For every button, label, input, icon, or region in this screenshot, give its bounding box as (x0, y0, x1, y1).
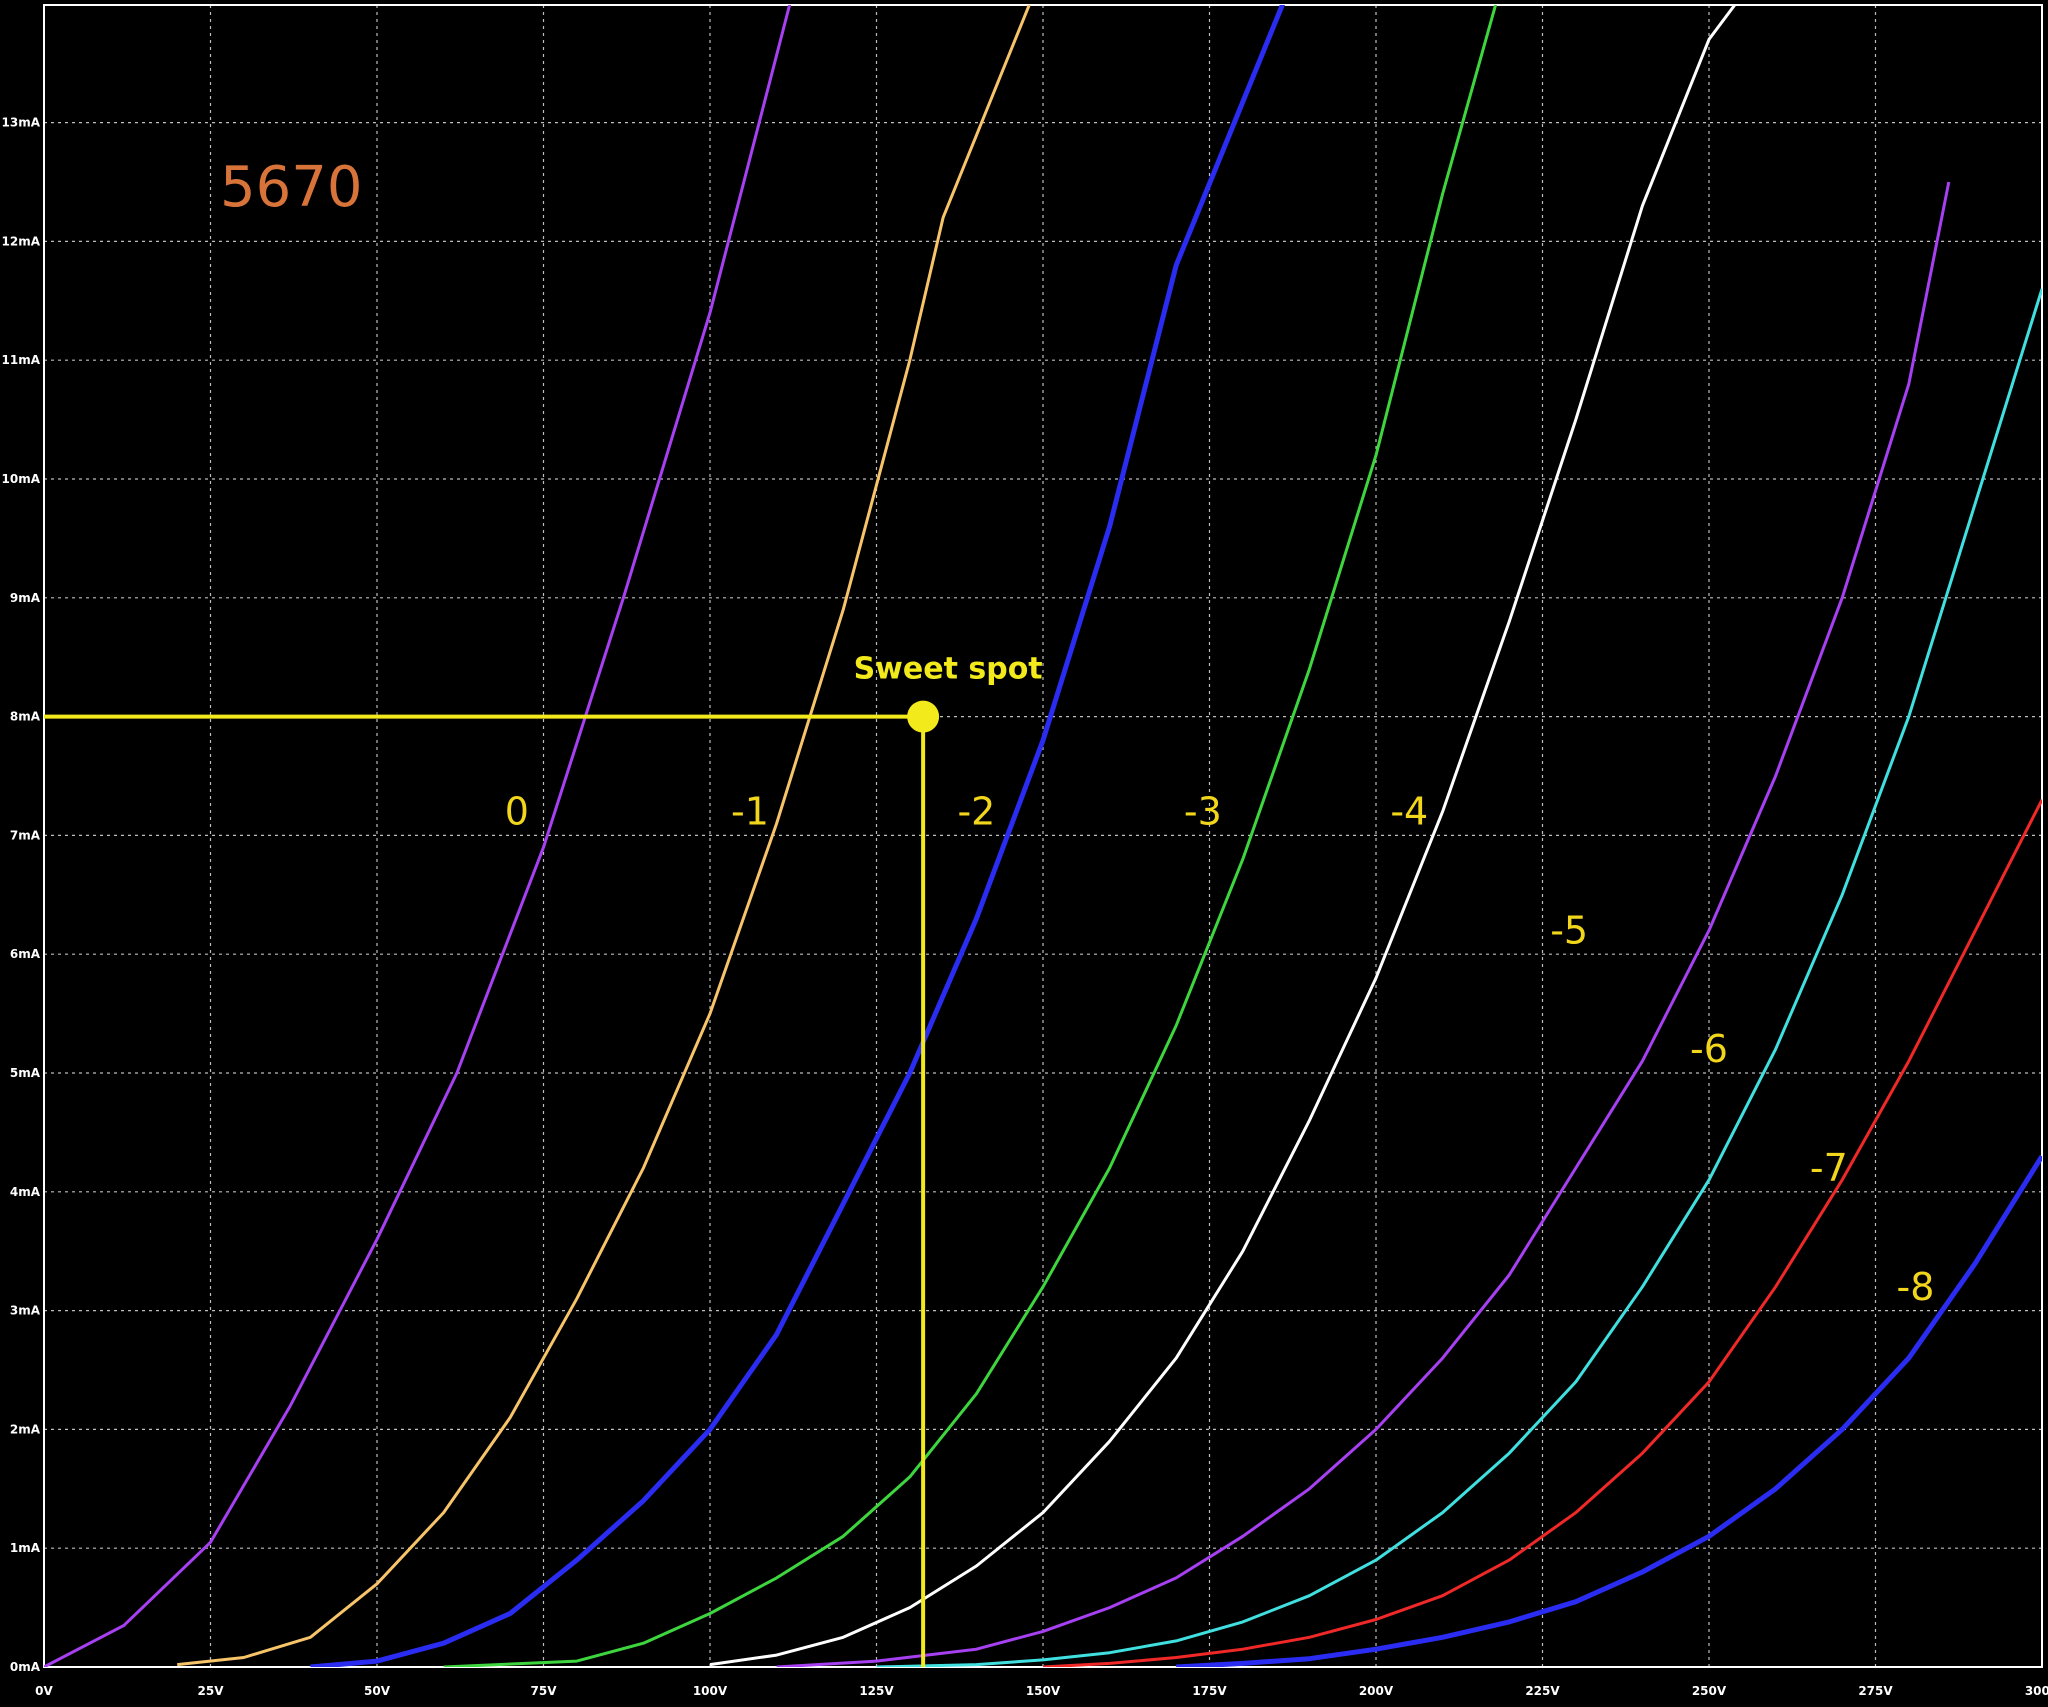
sweet-spot-label: Sweet spot (854, 652, 1043, 687)
series-line--6 (876, 288, 2042, 1667)
series-line--2 (310, 5, 1286, 1667)
x-tick-label: 225V (1525, 1684, 1560, 1698)
x-tick-label: 150V (1026, 1684, 1061, 1698)
chart-title: 5670 (220, 155, 363, 220)
y-tick-label: 4mA (10, 1185, 41, 1199)
curve-label--5: -5 (1550, 908, 1588, 952)
x-tick-label: 25V (198, 1684, 225, 1698)
x-tick-label: 75V (531, 1684, 558, 1698)
curve-label-0: 0 (505, 790, 529, 834)
x-tick-label: 275V (1858, 1684, 1893, 1698)
series-line--4 (709, 5, 1737, 1667)
series-line--1 (177, 5, 1031, 1667)
y-tick-label: 8mA (10, 710, 41, 724)
y-tick-label: 7mA (10, 828, 41, 842)
x-tick-label: 250V (1692, 1684, 1727, 1698)
curve-label--8: -8 (1897, 1265, 1935, 1309)
series-line-0 (44, 5, 792, 1667)
curve-labels: 0 -1 -2 -3 -4 -5 -6 -7 -8 (505, 790, 1935, 1309)
curve-label--4: -4 (1390, 790, 1428, 834)
series-line--7 (1042, 799, 2042, 1667)
y-tick-label: 10mA (2, 472, 41, 486)
series-line--8 (1176, 1154, 2042, 1667)
y-tick-label: 6mA (10, 947, 41, 961)
y-tick-label: 1mA (10, 1541, 41, 1555)
y-tick-label: 11mA (2, 353, 41, 367)
x-tick-label: 125V (859, 1684, 894, 1698)
curve-label--2: -2 (957, 790, 995, 834)
y-tick-label: 12mA (2, 234, 41, 248)
x-tick-label: 300V (2025, 1684, 2048, 1698)
sweet-spot-marker (907, 700, 940, 733)
y-tick-label: 3mA (10, 1304, 41, 1318)
y-tick-label: 9mA (10, 591, 41, 605)
series-line--5 (776, 181, 1951, 1667)
y-tick-label: 5mA (10, 1066, 41, 1080)
series-line--3 (443, 5, 1498, 1667)
tick-labels: 0V 25V 50V 75V 100V 125V 150V 175V 200V 225V 250V 2… (2, 116, 2048, 1698)
x-tick-label: 200V (1359, 1684, 1394, 1698)
series-group (44, 5, 2042, 1667)
curve-label--7: -7 (1810, 1146, 1848, 1190)
curve-label--6: -6 (1690, 1027, 1728, 1071)
x-tick-label: 100V (693, 1684, 728, 1698)
y-tick-label: 13mA (2, 116, 41, 130)
x-tick-label: 50V (364, 1684, 391, 1698)
y-tick-label: 2mA (10, 1422, 41, 1436)
x-tick-label: 0V (35, 1684, 53, 1698)
curve-label--3: -3 (1184, 790, 1222, 834)
curve-label--1: -1 (731, 790, 769, 834)
sweet-spot-annotation: Sweet spot (44, 652, 1043, 1667)
x-tick-label: 175V (1192, 1684, 1227, 1698)
y-tick-label: 0mA (10, 1660, 41, 1674)
